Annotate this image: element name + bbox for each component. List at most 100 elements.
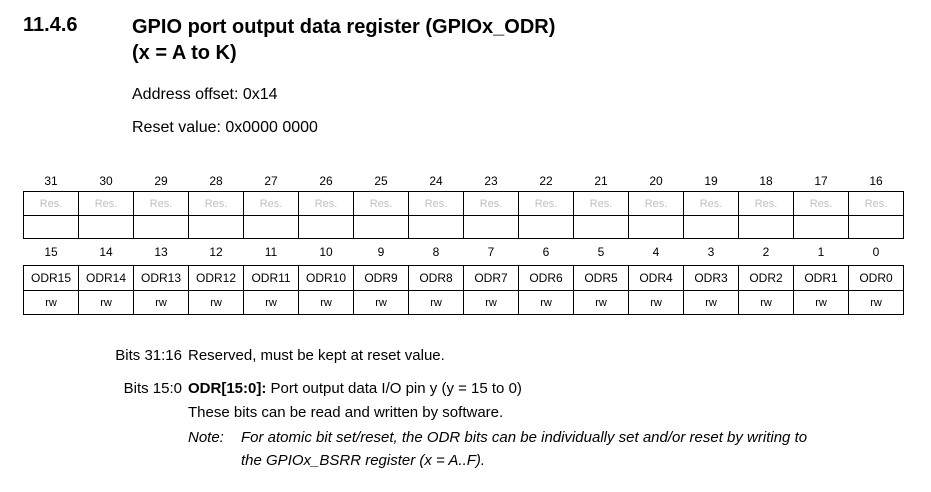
bit-number: 15 [44,245,58,259]
odr-field: ODR1 [793,265,849,291]
reserved-field: Res. [793,191,849,216]
bit-number: 16 [869,173,883,188]
access-empty [23,215,79,239]
odr-field: ODR12 [188,265,244,291]
bit-number: 14 [99,245,113,259]
high-access-row [23,215,904,239]
high-bit-number-row: 31 30 29 28 27 26 25 24 23 22 21 20 19 18 17 16 [24,170,904,192]
bit-number: 10 [319,245,333,259]
bit-number: 6 [542,245,550,259]
access-empty [353,215,409,239]
odr-field: ODR7 [463,265,519,291]
odr-field: ODR4 [628,265,684,291]
bit-number: 18 [759,173,773,188]
bit-number: 1 [817,245,825,259]
access-empty [243,215,299,239]
access-empty [188,215,244,239]
odr-field: ODR2 [738,265,794,291]
bit-number: 31 [44,173,58,188]
odr-field: ODR6 [518,265,574,291]
bit-number: 4 [652,245,660,259]
odr-field: ODR15 [23,265,79,291]
access-type: rw [298,290,354,315]
access-empty [298,215,354,239]
bit-number: 17 [814,173,828,188]
reserved-field: Res. [573,191,629,216]
bits-15-0-field-name: ODR[15:0]: [188,380,267,397]
access-empty [628,215,684,239]
register-bit-table: 31 30 29 28 27 26 25 24 23 22 21 20 19 18 17 16 Res. Res… [23,170,904,315]
bits-15-0-description: ODR[15:0]: Port output data I/O pin y (y… [188,380,522,397]
bit-number: 5 [597,245,605,259]
reserved-field: Res. [518,191,574,216]
odr-field: ODR10 [298,265,354,291]
bit-number: 25 [374,173,388,188]
access-empty [133,215,189,239]
access-empty [408,215,464,239]
bit-number: 20 [649,173,663,188]
bit-number: 27 [264,173,278,188]
bits-31-16-label: Bits 31:16 [115,347,182,364]
access-type: rw [353,290,409,315]
odr-field: ODR14 [78,265,134,291]
bit-number: 30 [99,173,113,188]
note-text-line-2: the GPIOx_BSRR register (x = A..F). [241,452,486,469]
bits-15-0-description-line-2: These bits can be read and written by so… [188,404,504,421]
access-type: rw [738,290,794,315]
access-type: rw [573,290,629,315]
reserved-field: Res. [188,191,244,216]
odr-field: ODR13 [133,265,189,291]
note-label: Note: [188,429,224,446]
reserved-field: Res. [133,191,189,216]
access-type: rw [793,290,849,315]
low-access-row: rw rw rw rw rw rw rw rw rw rw rw rw rw rw rw rw [23,290,904,315]
bit-number: 22 [539,173,553,188]
section-number: 11.4.6 [23,14,78,36]
section-title-line-2: (x = A to K) [132,42,237,64]
bit-number: 28 [209,173,223,188]
access-type: rw [188,290,244,315]
reserved-field: Res. [78,191,134,216]
access-type: rw [133,290,189,315]
reserved-field: Res. [408,191,464,216]
reserved-field: Res. [463,191,519,216]
bits-15-0-label: Bits 15:0 [123,380,182,397]
bit-number: 8 [432,245,440,259]
access-empty [793,215,849,239]
access-empty [683,215,739,239]
access-type: rw [23,290,79,315]
access-empty [738,215,794,239]
bit-number: 11 [264,245,278,259]
bit-number: 7 [487,245,495,259]
access-type: rw [518,290,574,315]
reset-value: Reset value: 0x0000 0000 [132,119,318,136]
address-offset: Address offset: 0x14 [132,86,278,103]
section-title-line-1: GPIO port output data register (GPIOx_OD… [132,16,556,38]
reserved-field: Res. [243,191,299,216]
access-empty [848,215,904,239]
bit-number: 13 [154,245,168,259]
bits-15-0-field-text: Port output data I/O pin y (y = 15 to 0) [266,380,522,397]
section-title: GPIO port output data register (GPIOx_OD… [132,14,555,66]
odr-field: ODR11 [243,265,299,291]
reserved-field: Res. [628,191,684,216]
low-field-row: ODR15 ODR14 ODR13 ODR12 ODR11 ODR10 ODR9 ODR8 OD… [23,265,904,291]
bit-number: 26 [319,173,333,188]
bit-number: 12 [209,245,223,259]
bit-number: 19 [704,173,718,188]
reserved-field: Res. [353,191,409,216]
bit-number: 9 [377,245,385,259]
bits-31-16-description: Reserved, must be kept at reset value. [188,347,445,364]
access-empty [78,215,134,239]
odr-field: ODR8 [408,265,464,291]
access-type: rw [848,290,904,315]
access-type: rw [408,290,464,315]
bit-number: 29 [154,173,168,188]
bit-number: 23 [484,173,498,188]
bit-number: 0 [872,245,880,259]
access-type: rw [243,290,299,315]
access-empty [518,215,574,239]
odr-field: ODR9 [353,265,409,291]
reserved-field: Res. [23,191,79,216]
access-type: rw [683,290,739,315]
